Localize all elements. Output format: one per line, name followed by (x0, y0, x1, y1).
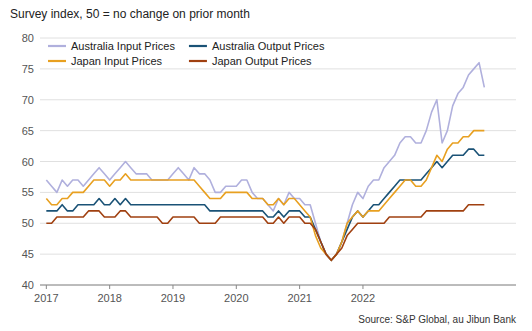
y-tick-label: 45 (22, 248, 34, 260)
series-line (46, 205, 484, 261)
series-line (46, 131, 484, 261)
x-axis-line (40, 285, 516, 286)
legend-item: Australia Input Prices (48, 40, 175, 52)
y-tick-label: 55 (22, 186, 34, 198)
x-tick-label: 2018 (97, 292, 121, 304)
x-tick-label: 2020 (224, 292, 248, 304)
legend: Australia Input Prices Australia Output P… (48, 40, 325, 67)
legend-swatch (48, 45, 66, 47)
lines (46, 63, 484, 261)
x-tick (46, 285, 47, 289)
annotation: Source: S&P Global, au Jibun Bank (358, 314, 517, 325)
title: Survey index, 50 = no change on prior mo… (10, 7, 250, 21)
grid-line (40, 285, 516, 286)
grid-line (40, 161, 516, 162)
y-tick-label: 70 (22, 94, 34, 106)
legend-label: Japan Input Prices (71, 55, 163, 67)
legend-swatch (189, 45, 207, 47)
grid-line (40, 130, 516, 131)
x-tick (236, 285, 237, 289)
y-tick-label: 40 (22, 279, 34, 291)
chart: Survey index, 50 = no change on prior mo… (0, 0, 532, 331)
legend-item: Japan Input Prices (48, 55, 163, 67)
y-tick-label: 75 (22, 63, 34, 75)
y-tick-label: 50 (22, 217, 34, 229)
grid-line (40, 38, 516, 39)
legend-swatch (48, 60, 66, 62)
x-tick (362, 285, 363, 289)
x-tick (299, 285, 300, 289)
legend-label: Australia Output Prices (212, 40, 325, 52)
x-tick-label: 2017 (34, 292, 58, 304)
grid-line (40, 68, 516, 69)
x-tick-label: 2022 (351, 292, 375, 304)
series-line (46, 63, 484, 261)
y-tick-label: 65 (22, 125, 34, 137)
legend-item: Australia Output Prices (189, 40, 325, 52)
legend-item: Japan Output Prices (189, 55, 312, 67)
x-tick (109, 285, 110, 289)
grid (40, 38, 516, 285)
grid-line (40, 192, 516, 193)
y-tick-label: 60 (22, 156, 34, 168)
x-tick-label: 2021 (287, 292, 311, 304)
legend-swatch (189, 60, 207, 62)
series-line (46, 149, 484, 260)
x-tick-label: 2019 (161, 292, 185, 304)
grid-line (40, 254, 516, 255)
x-tick (172, 285, 173, 289)
y-tick-label: 80 (22, 32, 34, 44)
grid-line (40, 99, 516, 100)
grid-line (40, 223, 516, 224)
legend-label: Australia Input Prices (71, 40, 175, 52)
legend-label: Japan Output Prices (212, 55, 312, 67)
